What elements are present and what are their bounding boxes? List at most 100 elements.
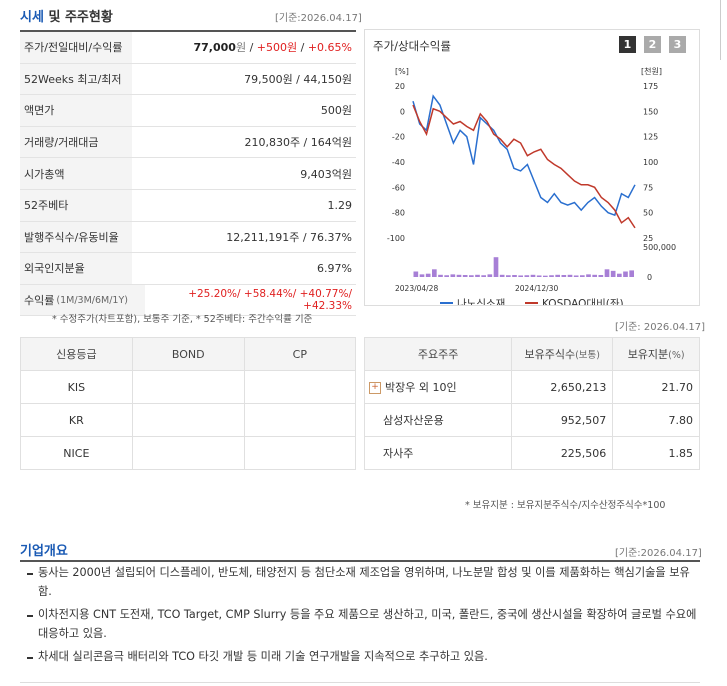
holders-header-shares: 보유주식수: [524, 348, 576, 361]
section-basis-date: [기준:2026.04.17]: [275, 13, 362, 24]
volume-bar: [512, 275, 517, 277]
credit-row: KIS: [20, 370, 357, 404]
stats-value: 1.29: [327, 198, 353, 212]
series-line-1: [412, 94, 636, 217]
volume-tick-label: 0: [647, 273, 652, 282]
volume-bar: [592, 274, 597, 277]
right-tick-label: 25: [643, 234, 653, 243]
stats-label: 52주베타: [20, 189, 132, 221]
volume-bar: [555, 274, 560, 277]
overview-item: 이차전지용 CNT 도전재, TCO Target, CMP Slurry 등을…: [20, 606, 700, 643]
chart-tab-1[interactable]: 1: [619, 36, 636, 53]
right-tick-label: 150: [643, 107, 658, 116]
stats-label: 발행주식수/유동비율: [20, 221, 132, 253]
volume-bar: [524, 275, 530, 277]
stats-label: 시가총액: [20, 158, 132, 189]
holders-header: 주요주주: [363, 337, 513, 371]
series-line-2: [412, 104, 636, 229]
price-change-pct: +0.65%: [307, 41, 352, 55]
credit-header: BOND: [131, 337, 245, 371]
holder-shares: 225,506: [511, 436, 614, 470]
section-title-rest: 및 주주현황: [48, 10, 113, 25]
right-tick-label: 50: [643, 209, 653, 218]
overview-bottom-divider: [20, 682, 700, 683]
stats-value: 79,500원 / 44,150원: [244, 72, 352, 86]
volume-bar: [493, 257, 499, 277]
holder-name-cell: + 박장우 외 10인: [363, 370, 513, 404]
stats-row-face-value: 액면가 500원: [20, 95, 356, 127]
volume-bar: [604, 269, 610, 277]
price-value: 77,000: [193, 41, 236, 55]
overview-title: 기업개요: [20, 544, 68, 559]
volume-bar: [469, 275, 474, 277]
credit-bond: [131, 436, 245, 470]
price-chart: [%] [천원] 20 0 -20 -40 -60 -80 -100 175 150 125 100 75…: [387, 66, 676, 305]
stats-value: 500원: [320, 104, 352, 118]
overview-divider: [20, 560, 700, 562]
holder-shares: 952,507: [511, 403, 614, 437]
price-chart-panel: 주가/상대수익률 1 2 3 [%] [천원] 20 0 -20 -40 -60 -80 -10…: [364, 29, 700, 306]
stats-row-returns: 수익률 (1M/3M/6M/1Y) +25.20%/ +58.44%/ +40.7…: [20, 284, 356, 317]
credit-row: NICE: [20, 436, 357, 470]
price-unit: 원: [235, 41, 247, 55]
credit-cp: [243, 436, 357, 470]
volume-bar: [567, 274, 573, 277]
credit-agency: NICE: [20, 436, 133, 470]
section-title: 시세 및 주주현황: [20, 6, 113, 25]
chart-panel-title: 주가/상대수익률: [373, 39, 451, 53]
overview-basis-date: [기준:2026.04.17]: [615, 548, 702, 559]
stats-label: 52Weeks 최고/최저: [20, 63, 132, 95]
expand-icon[interactable]: +: [369, 382, 381, 394]
stats-label: 외국인지분율: [20, 253, 132, 284]
credit-bond: [131, 403, 245, 437]
x-tick-label: 2024/12/30: [515, 284, 558, 293]
left-tick-label: 20: [395, 82, 405, 91]
volume-bar: [549, 275, 554, 277]
left-tick-label: -60: [392, 183, 405, 192]
holders-header: 보유지분(%): [612, 337, 700, 371]
holder-name: 자사주: [363, 436, 513, 470]
holder-row: + 박장우 외 10인 2,650,213 21.70: [363, 370, 700, 404]
credit-header: CP: [243, 337, 357, 371]
holders-header-pct: 보유지분: [627, 348, 669, 361]
right-tick-label: 125: [643, 133, 658, 142]
left-tick-label: 0: [400, 107, 405, 116]
stats-row-52w: 52Weeks 최고/최저 79,500원 / 44,150원: [20, 63, 356, 96]
credit-bond: [131, 370, 245, 404]
right-tick-label: 175: [643, 82, 658, 91]
volume-bar: [506, 275, 511, 277]
volume-bar: [586, 274, 591, 277]
left-tick-label: -80: [392, 209, 405, 218]
overview-item: 동사는 2000년 설립되어 디스플레이, 반도체, 태양전지 등 첨단소재 제…: [20, 564, 700, 601]
volume-bar: [543, 275, 548, 277]
volume-bar: [598, 275, 604, 277]
right-tick-label: 100: [643, 158, 658, 167]
overview-list: 동사는 2000년 설립되어 디스플레이, 반도체, 태양전지 등 첨단소재 제…: [20, 564, 700, 672]
chart-tab-3[interactable]: 3: [669, 36, 686, 53]
holder-row: 자사주 225,506 1.85: [363, 436, 700, 470]
volume-bar: [413, 271, 419, 277]
volume-bar: [450, 274, 456, 277]
left-tick-label: -100: [387, 234, 405, 243]
stats-row-beta: 52주베타 1.29: [20, 189, 356, 222]
overview-item: 차세대 실리콘음극 배터리와 TCO 타깃 개발 등 미래 기술 연구개발을 지…: [20, 648, 700, 667]
holders-header-row: 주요주주 보유주식수(보통) 보유지분(%): [363, 337, 700, 371]
holders-basis-date: [기준: 2026.04.17]: [615, 322, 706, 333]
volume-bar: [518, 275, 523, 277]
stats-value: 9,403억원: [300, 167, 352, 181]
volume-bar: [462, 275, 468, 277]
x-tick-label: 2023/04/28: [395, 284, 438, 293]
holder-pct: 7.80: [612, 403, 700, 437]
stats-value: 77,000원 / +500원 / +0.65%: [193, 41, 353, 55]
volume-bar: [610, 270, 616, 277]
left-axis-unit: [%]: [395, 67, 409, 76]
left-tick-label: -40: [392, 158, 405, 167]
holders-header-shares-sub: (보통): [575, 350, 600, 361]
volume-bar: [499, 274, 505, 277]
chart-tab-2[interactable]: 2: [644, 36, 661, 53]
holders-header-pct-sub: (%): [668, 350, 685, 361]
stats-label: 액면가: [20, 95, 132, 126]
credit-rating-table: 신용등급 BOND CP KIS KR NICE: [20, 337, 357, 470]
right-axis-unit: [천원]: [641, 66, 662, 76]
stats-value: 6.97%: [317, 261, 352, 275]
